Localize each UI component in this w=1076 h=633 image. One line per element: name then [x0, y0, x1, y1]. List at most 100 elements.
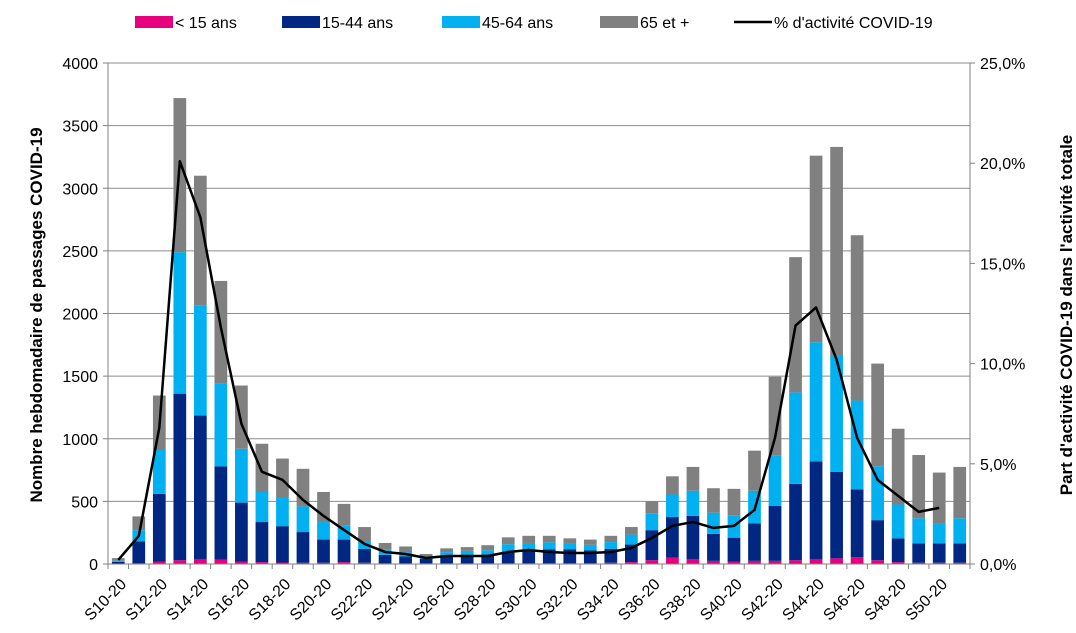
- bar-segment: [625, 527, 638, 535]
- bar-segment: [789, 484, 802, 560]
- legend-label: 45-64 ans: [482, 15, 553, 32]
- bar-segment: [666, 476, 679, 494]
- bar-segment: [666, 558, 679, 564]
- bar-segment: [851, 557, 864, 564]
- x-tick-label: S28-20: [451, 576, 500, 625]
- left-tick-label: 4000: [62, 56, 98, 73]
- bar-segment: [604, 536, 617, 542]
- bar-segment: [666, 517, 679, 558]
- x-tick-label: S36-20: [615, 576, 664, 625]
- bar-segment: [933, 473, 946, 524]
- bar-segment: [687, 491, 700, 516]
- bar-segment: [317, 522, 330, 540]
- legend-label: 15-44 ans: [322, 15, 393, 32]
- y-right-axis-title: Part d'activité COVID-19 dans l'activité…: [1057, 135, 1076, 495]
- bar-segment: [563, 549, 576, 563]
- bar-segment: [543, 542, 556, 549]
- bar-segment: [235, 449, 248, 503]
- x-tick-label: S32-20: [533, 576, 582, 625]
- bar-segment: [522, 551, 535, 563]
- right-tick-label: 10,0%: [980, 357, 1025, 374]
- bar-segment: [256, 444, 269, 492]
- left-tick-label: 3500: [62, 119, 98, 136]
- x-tick-label: S26-20: [410, 576, 459, 625]
- bar-segment: [584, 545, 597, 551]
- bar-segment: [338, 540, 351, 563]
- y-left-axis-title: Nombre hebdomadaire de passages COVID-19: [27, 127, 46, 502]
- bar-segment: [830, 472, 843, 558]
- bar-segment: [789, 392, 802, 483]
- left-tick-label: 500: [71, 494, 98, 511]
- bar-segment: [871, 560, 884, 564]
- bar-segment: [379, 543, 392, 550]
- bar-segment: [687, 467, 700, 491]
- bar-segment: [789, 560, 802, 564]
- right-tick-label: 25,0%: [980, 56, 1025, 73]
- right-tick-label: 20,0%: [980, 156, 1025, 173]
- bar-series: [112, 98, 966, 564]
- legend-swatch: [282, 16, 320, 28]
- left-tick-label: 1000: [62, 432, 98, 449]
- bar-segment: [173, 560, 186, 564]
- left-tick-label: 3000: [62, 181, 98, 198]
- bar-segment: [297, 506, 310, 532]
- x-axis-ticks: S10-20S12-20S14-20S16-20S18-20S20-20S22-…: [82, 564, 970, 624]
- bar-segment: [646, 513, 659, 530]
- bar-segment: [830, 147, 843, 356]
- bar-segment: [851, 235, 864, 400]
- legend-swatch: [600, 16, 638, 28]
- bar-segment: [132, 541, 145, 563]
- bar-segment: [953, 543, 966, 562]
- bar-segment: [399, 556, 412, 563]
- bar-segment: [112, 561, 125, 562]
- bar-segment: [256, 522, 269, 562]
- x-tick-label: S12-20: [123, 576, 172, 625]
- x-tick-label: S14-20: [164, 576, 213, 625]
- bar-segment: [953, 518, 966, 543]
- bar-segment: [728, 489, 741, 516]
- x-tick-label: S20-20: [287, 576, 336, 625]
- bar-segment: [646, 501, 659, 513]
- x-tick-label: S44-20: [779, 576, 828, 625]
- bar-segment: [707, 488, 720, 512]
- bar-segment: [194, 305, 207, 415]
- bar-segment: [215, 560, 228, 564]
- x-tick-label: S18-20: [246, 576, 295, 625]
- bar-segment: [215, 466, 228, 559]
- x-tick-label: S30-20: [492, 576, 541, 625]
- bar-segment: [276, 498, 289, 526]
- x-tick-label: S40-20: [697, 576, 746, 625]
- bar-segment: [892, 538, 905, 562]
- bar-segment: [317, 540, 330, 563]
- bar-segment: [481, 545, 494, 550]
- legend-swatch: [442, 16, 480, 28]
- bar-segment: [112, 562, 125, 564]
- bar-segment: [604, 542, 617, 549]
- bar-segment: [276, 526, 289, 562]
- bar-segment: [728, 538, 741, 562]
- bar-segment: [584, 540, 597, 545]
- bar-segment: [912, 518, 925, 543]
- bar-segment: [173, 394, 186, 561]
- bar-segment: [461, 547, 474, 551]
- bar-segment: [194, 416, 207, 559]
- bar-segment: [399, 546, 412, 552]
- bar-segment: [522, 536, 535, 543]
- bar-segment: [769, 456, 782, 506]
- x-tick-label: S24-20: [369, 576, 418, 625]
- x-tick-label: S10-20: [82, 576, 131, 625]
- bar-segment: [851, 489, 864, 557]
- bar-segment: [153, 494, 166, 562]
- bar-segment: [440, 548, 453, 552]
- bar-segment: [358, 527, 371, 541]
- legend-label: 65 et +: [640, 15, 689, 32]
- bar-segment: [379, 555, 392, 563]
- left-tick-label: 2500: [62, 244, 98, 261]
- x-tick-label: S34-20: [574, 576, 623, 625]
- bar-segment: [235, 386, 248, 449]
- x-tick-label: S16-20: [205, 576, 254, 625]
